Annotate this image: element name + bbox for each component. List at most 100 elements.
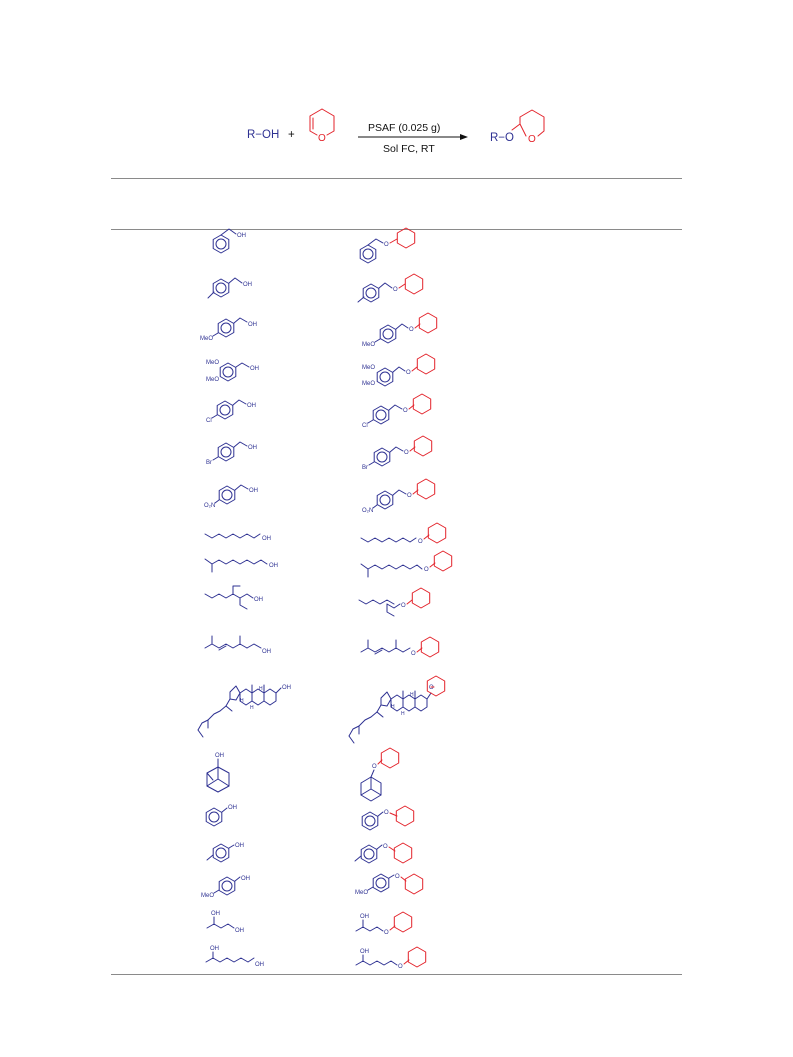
o-label: O bbox=[372, 764, 377, 770]
oh-label: OH bbox=[235, 928, 244, 934]
product-structure: MeO O bbox=[355, 873, 424, 896]
substrate-structure: O₂N OH bbox=[204, 484, 258, 509]
o-label: O bbox=[398, 964, 403, 970]
table-row: MeO OH MeO O bbox=[201, 873, 424, 899]
o-label: O bbox=[393, 287, 398, 293]
substrate-structure: OH bbox=[204, 533, 271, 542]
h-label: H bbox=[259, 686, 263, 692]
thp-product-ring: O bbox=[511, 109, 545, 145]
oh-label: OH bbox=[250, 366, 259, 372]
br-label: Br bbox=[206, 460, 212, 466]
substrate-structure: MeO OH bbox=[200, 317, 257, 342]
reaction-arrow bbox=[358, 134, 468, 140]
meo-label: MeO bbox=[355, 890, 368, 896]
oh-label: OH bbox=[282, 685, 291, 691]
oh-label: OH bbox=[237, 233, 246, 239]
substrate-structure: OH bbox=[204, 585, 263, 610]
reaction-scheme: R−OH + O PSAF (0.025 g) Sol FC, RT R−O O bbox=[247, 108, 545, 155]
meo-label: MeO bbox=[362, 381, 375, 387]
product-structure: O bbox=[360, 747, 400, 802]
table-row: Cl OH Cl O bbox=[206, 393, 432, 429]
product-structure: O bbox=[361, 805, 415, 831]
oh-label: OH bbox=[248, 322, 257, 328]
substrate-structure: H H H OH bbox=[197, 684, 291, 738]
oh-label: OH bbox=[262, 649, 271, 655]
product-structure: Br O bbox=[362, 435, 433, 471]
o-label: O bbox=[395, 874, 400, 880]
meo-label: MeO bbox=[206, 377, 219, 383]
oh-label: OH bbox=[215, 753, 224, 759]
product-structure: O bbox=[354, 842, 413, 864]
o2n-label: O₂N bbox=[204, 503, 215, 509]
table-row: MeO OH MeO O bbox=[200, 312, 438, 348]
product-structure: O bbox=[360, 550, 453, 578]
o-label: O bbox=[411, 651, 416, 657]
oh-label: OH bbox=[243, 282, 252, 288]
o-label: O bbox=[409, 327, 414, 333]
reactant-alcohol: R−OH bbox=[247, 129, 279, 141]
cl-label: Cl bbox=[362, 423, 368, 429]
substrate-structure: MeO OH bbox=[201, 876, 250, 899]
table-top-rule bbox=[111, 178, 682, 179]
product-structure: O bbox=[360, 522, 447, 545]
o-label: O bbox=[424, 567, 429, 573]
oh-label: OH bbox=[228, 805, 237, 811]
dihydropyran-structure: O bbox=[309, 108, 335, 144]
o-label: O bbox=[407, 493, 412, 499]
meo-label: MeO bbox=[362, 365, 375, 371]
o-label: O bbox=[429, 685, 434, 691]
oh-label: OH bbox=[247, 403, 256, 409]
substrate-structure: OH OH bbox=[205, 946, 264, 968]
table-header-rule bbox=[111, 229, 682, 230]
br-label: Br bbox=[362, 465, 368, 471]
table-row: OH O bbox=[204, 585, 431, 617]
table-row: Br OH Br O bbox=[206, 435, 433, 471]
oh-label: OH bbox=[360, 949, 369, 955]
meo-label: MeO bbox=[200, 336, 213, 342]
meo-label: MeO bbox=[201, 893, 214, 899]
oh-label: OH bbox=[235, 843, 244, 849]
product-structure: OH O bbox=[355, 946, 427, 970]
table-row: OH O bbox=[212, 227, 416, 264]
table-row: OH O bbox=[204, 550, 453, 578]
table-row: OH OH OH O bbox=[205, 946, 427, 970]
table-row: OH O bbox=[206, 842, 413, 864]
table-row: MeO MeO OH MeO MeO O bbox=[206, 353, 436, 387]
product-structure: H H H O bbox=[348, 675, 446, 744]
plus-sign: + bbox=[288, 129, 295, 141]
oh-label: OH bbox=[248, 445, 257, 451]
substrate-structure: OH bbox=[205, 805, 237, 827]
o-label: O bbox=[384, 810, 389, 816]
product-structure: O₂N O bbox=[362, 478, 436, 514]
substrate-structure: OH bbox=[207, 277, 252, 299]
table-row: OH O bbox=[204, 635, 440, 658]
substrate-structure: OH bbox=[204, 635, 271, 655]
substrate-structure: OH bbox=[204, 558, 278, 573]
table-row: OH O bbox=[207, 273, 424, 303]
o2n-label: O₂N bbox=[362, 508, 373, 514]
table-row: OH O bbox=[205, 805, 415, 831]
oh-label: OH bbox=[262, 536, 271, 542]
product-structure: OH O bbox=[355, 911, 413, 936]
table-row: OH O bbox=[204, 522, 447, 545]
h-label: H bbox=[410, 692, 414, 698]
o-label: O bbox=[383, 844, 388, 850]
oh-label: OH bbox=[211, 911, 220, 917]
product-ring-oxygen: O bbox=[528, 134, 536, 145]
substrate-structure: OH bbox=[212, 228, 246, 254]
oh-label: OH bbox=[269, 563, 278, 569]
product-structure: O bbox=[357, 273, 424, 303]
substrate-structure: Cl OH bbox=[206, 399, 256, 424]
oh-label: OH bbox=[249, 488, 258, 494]
table-row: OH OH OH O bbox=[206, 911, 413, 936]
h-label: H bbox=[391, 704, 395, 710]
o-label: O bbox=[418, 539, 423, 545]
product-structure: O bbox=[360, 636, 440, 658]
oh-label: OH bbox=[254, 597, 263, 603]
reagent-label: PSAF (0.025 g) bbox=[368, 122, 440, 134]
product-structure: Cl O bbox=[362, 393, 432, 429]
oh-label: OH bbox=[255, 962, 264, 968]
conditions-label: Sol FC, RT bbox=[383, 143, 435, 155]
o-label: O bbox=[384, 242, 389, 248]
o-label: O bbox=[403, 408, 408, 414]
